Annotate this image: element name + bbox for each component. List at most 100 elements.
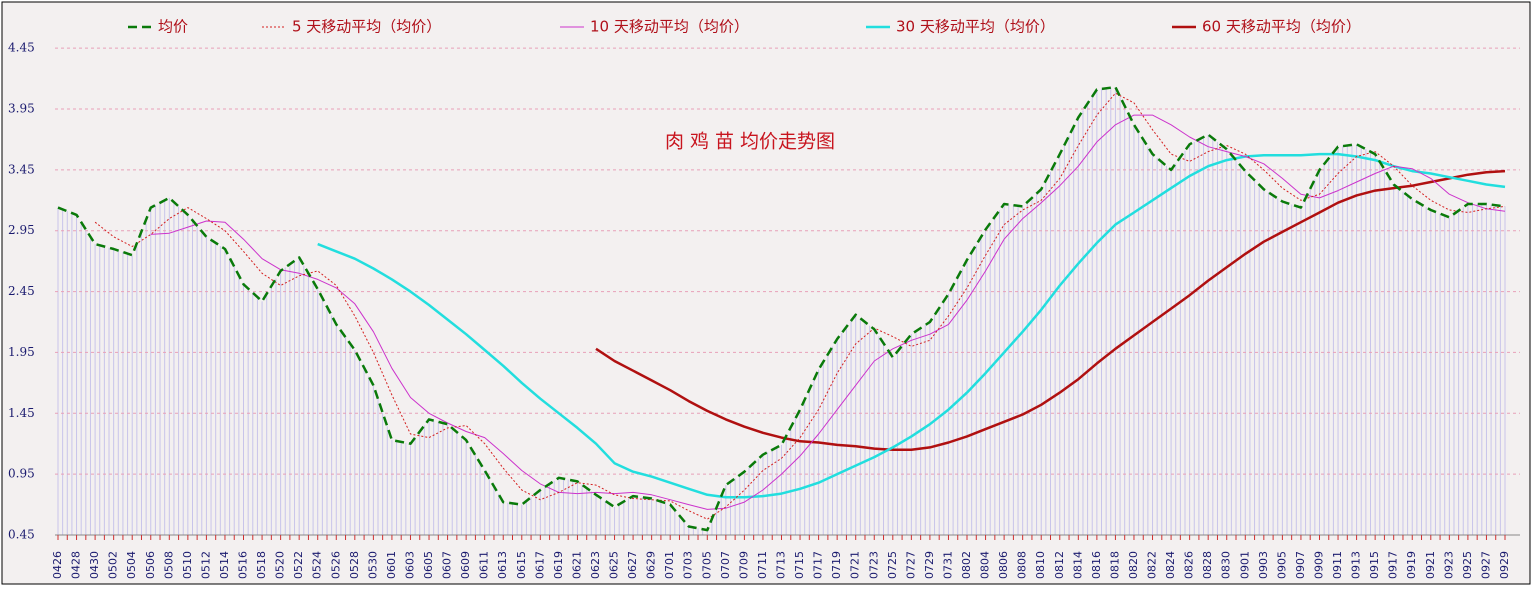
- y-tick-label: 0.45: [8, 528, 35, 542]
- x-tick-label: 0611: [478, 551, 491, 579]
- y-tick-label: 3.45: [8, 162, 35, 176]
- x-tick-label: 0806: [997, 551, 1010, 579]
- series-line: [150, 114, 1506, 510]
- x-tick-label: 0510: [181, 551, 194, 579]
- x-tick-label: 0830: [1220, 551, 1233, 579]
- legend: 均价 5 天移动平均（均价） 10 天移动平均（均价） 30 天移动平均（均价） 60 …: [128, 18, 1361, 36]
- x-tick-label: 0601: [385, 551, 398, 579]
- chart-title: 肉 鸡 苗 均价走势图: [665, 131, 835, 153]
- x-tick-label: 0705: [700, 551, 713, 579]
- x-tick-label: 0715: [793, 551, 806, 579]
- fill-lines: [57, 87, 1506, 535]
- y-tick-label: 4.45: [8, 41, 35, 55]
- x-tick-label: 0824: [1164, 551, 1177, 579]
- x-tick-label: 0828: [1201, 551, 1214, 579]
- x-tick-label: 0512: [199, 551, 212, 579]
- series-line: [595, 169, 1506, 452]
- series-line: [57, 85, 1506, 532]
- x-tick-label: 0621: [570, 551, 583, 579]
- x-tick-label: 0607: [441, 551, 454, 579]
- x-tick-label: 0709: [737, 551, 750, 579]
- x-tick-label: 0927: [1479, 551, 1492, 579]
- x-tick-label: 0905: [1275, 551, 1288, 579]
- x-tick-label: 0502: [107, 551, 120, 579]
- x-tick-label: 0617: [533, 551, 546, 579]
- y-tick-label: 0.95: [8, 467, 35, 481]
- x-tick-label: 0731: [941, 551, 954, 579]
- x-tick-label: 0524: [311, 551, 324, 579]
- x-tick-label: 0613: [496, 551, 509, 579]
- x-tick-label: 0917: [1387, 551, 1400, 579]
- x-tick-label: 0629: [645, 551, 658, 579]
- x-tick-label: 0615: [515, 551, 528, 579]
- x-tick-label: 0911: [1331, 551, 1344, 579]
- x-tick-label: 0802: [960, 551, 973, 579]
- x-tick-label: 0430: [88, 551, 101, 579]
- x-tick-label: 0528: [348, 551, 361, 579]
- x-tick-label: 0508: [162, 551, 175, 579]
- x-tick-label: 0725: [886, 551, 899, 579]
- axes: 0.45 0.95 1.45 1.95 2.45 2.95 3.45 3.95 4.45 0426…: [8, 41, 1511, 579]
- lines: [57, 85, 1506, 532]
- x-tick-label: 0530: [366, 551, 379, 579]
- series-line: [317, 152, 1506, 499]
- x-tick-label: 0812: [1053, 551, 1066, 579]
- x-tick-label: 0623: [589, 551, 602, 579]
- legend-label: 5 天移动平均（均价）: [292, 18, 441, 36]
- x-tick-label: 0729: [923, 551, 936, 579]
- y-tick-label: 3.95: [8, 102, 35, 116]
- x-tick-label: 0903: [1257, 551, 1270, 579]
- x-tick-label: 0713: [775, 551, 788, 579]
- x-tick-label: 0804: [979, 551, 992, 579]
- x-tick-label: 0625: [608, 551, 621, 579]
- x-tick-label: 0516: [237, 551, 250, 579]
- x-tick-label: 0428: [70, 551, 83, 579]
- x-tick-label: 0717: [812, 551, 825, 579]
- x-tick-label: 0711: [756, 551, 769, 579]
- series-line: [94, 92, 1506, 520]
- x-tick-label: 0816: [1090, 551, 1103, 579]
- x-tick-label: 0520: [274, 551, 287, 579]
- x-tick-label: 0506: [144, 551, 157, 579]
- x-tick-label: 0826: [1183, 551, 1196, 579]
- legend-label: 30 天移动平均（均价）: [896, 18, 1055, 36]
- x-tick-label: 0820: [1127, 551, 1140, 579]
- x-tick-label: 0929: [1498, 551, 1511, 579]
- x-tick-label: 0605: [422, 551, 435, 579]
- x-tick-label: 0810: [1034, 551, 1047, 579]
- x-tick-label: 0822: [1146, 551, 1159, 579]
- x-tick-label: 0701: [663, 551, 676, 579]
- x-tick-label: 0907: [1294, 551, 1307, 579]
- x-tick-label: 0609: [459, 551, 472, 579]
- x-tick-label: 0514: [218, 551, 231, 579]
- x-tick-label: 0504: [125, 551, 138, 579]
- x-tick-label: 0719: [830, 551, 843, 579]
- x-tick-label: 0919: [1405, 551, 1418, 579]
- x-tick-label: 0923: [1442, 551, 1455, 579]
- x-tick-label: 0518: [255, 551, 268, 579]
- legend-label: 60 天移动平均（均价）: [1202, 18, 1361, 36]
- x-tick-label: 0721: [849, 551, 862, 579]
- x-tick-label: 0522: [292, 551, 305, 579]
- x-tick-label: 0818: [1108, 551, 1121, 579]
- y-tick-label: 1.45: [8, 406, 35, 420]
- x-tick-label: 0814: [1071, 551, 1084, 579]
- legend-label: 10 天移动平均（均价）: [590, 18, 749, 36]
- x-tick-label: 0707: [719, 551, 732, 579]
- x-tick-label: 0426: [51, 551, 64, 579]
- x-tick-label: 0703: [682, 551, 695, 579]
- x-tick-label: 0925: [1461, 551, 1474, 579]
- x-tick-label: 0619: [552, 551, 565, 579]
- x-tick-label: 0921: [1424, 551, 1437, 579]
- y-tick-label: 2.45: [8, 284, 35, 298]
- x-tick-label: 0727: [904, 551, 917, 579]
- y-tick-label: 1.95: [8, 345, 35, 359]
- x-tick-label: 0723: [867, 551, 880, 579]
- x-tick-label: 0526: [329, 551, 342, 579]
- x-tick-label: 0627: [626, 551, 639, 579]
- legend-label: 均价: [158, 18, 188, 36]
- x-tick-label: 0915: [1368, 551, 1381, 579]
- x-tick-label: 0909: [1312, 551, 1325, 579]
- x-tick-label: 0603: [403, 551, 416, 579]
